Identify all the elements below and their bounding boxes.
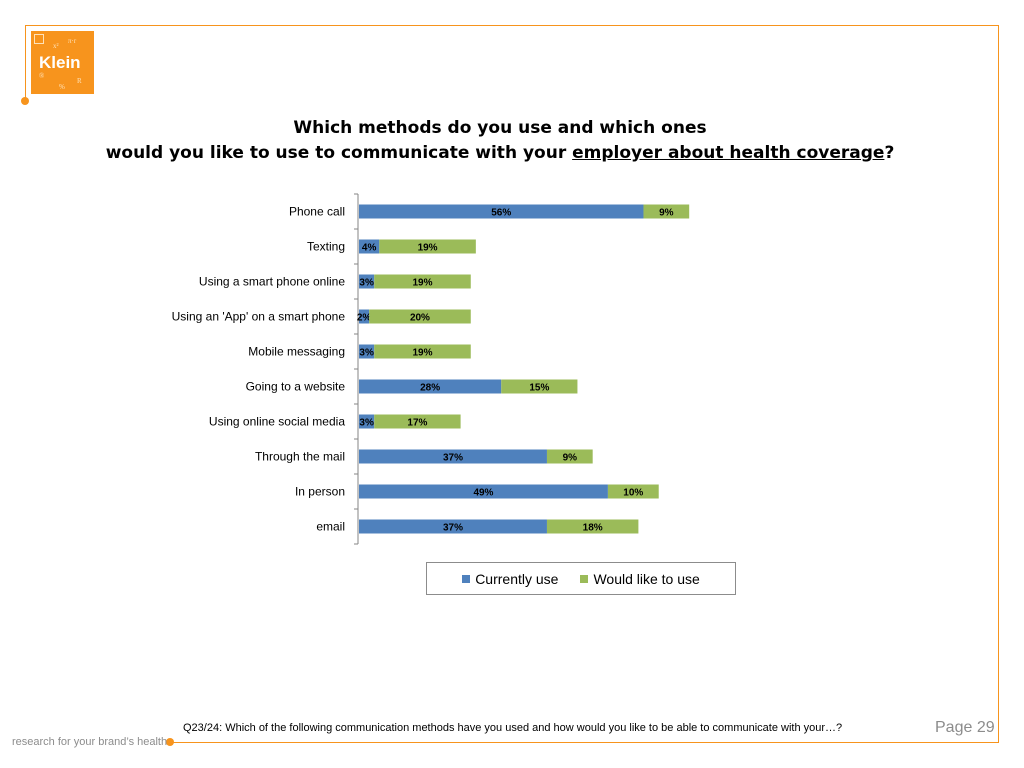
- data-label: 37%: [443, 453, 463, 464]
- data-label: 19%: [418, 243, 438, 254]
- data-label: 9%: [563, 453, 578, 464]
- frame-top-line: [25, 25, 999, 26]
- chart-title: Which methods do you use and which ones …: [100, 116, 900, 166]
- legend-item-current: Currently use: [462, 571, 558, 587]
- bar-would-like-to-use: [546, 519, 639, 534]
- data-label: 4%: [362, 243, 377, 254]
- bar-currently-use: [359, 414, 375, 429]
- data-label: 19%: [412, 348, 432, 359]
- logo-box-icon: [34, 34, 44, 44]
- data-label: 10%: [623, 488, 643, 499]
- bar-would-like-to-use: [607, 484, 659, 499]
- bar-currently-use: [359, 309, 370, 324]
- logo-glyph-icon: %: [59, 83, 65, 91]
- category-label: Going to a website: [246, 380, 346, 394]
- page-number: Page 29: [935, 719, 995, 736]
- legend-label-would-like: Would like to use: [593, 570, 700, 587]
- data-label: 15%: [529, 383, 549, 394]
- logo-wordmark: Klein: [39, 53, 81, 72]
- data-label: 9%: [659, 208, 674, 219]
- frame-right-line: [998, 25, 999, 743]
- bar-currently-use: [359, 449, 547, 464]
- data-label: 20%: [410, 313, 430, 324]
- data-label: 3%: [359, 348, 374, 359]
- bar-currently-use: [359, 344, 375, 359]
- bar-would-like-to-use: [643, 204, 690, 219]
- data-label: 49%: [473, 488, 493, 499]
- frame-bottom-line: [170, 742, 999, 743]
- legend-label-current: Currently use: [475, 570, 559, 587]
- chart-legend: Currently use Would like to use: [426, 562, 736, 595]
- title-line-2-emphasis: employer about health coverage: [572, 143, 885, 163]
- frame-dot-bottom-left: [166, 738, 174, 746]
- category-label: Mobile messaging: [248, 345, 345, 359]
- bar-currently-use: [359, 519, 547, 534]
- frame-dot-top-left: [21, 97, 29, 105]
- question-footnote: Q23/24: Which of the following communica…: [183, 722, 843, 734]
- logo-glyph-icon: ®: [39, 72, 45, 80]
- title-line-2-suffix: ?: [884, 143, 895, 163]
- title-line-1: Which methods do you use and which ones: [293, 118, 707, 138]
- data-label: 2%: [357, 313, 372, 324]
- data-label: 56%: [491, 208, 511, 219]
- bar-currently-use: [359, 274, 375, 289]
- frame-left-line: [25, 25, 26, 101]
- klein-logo: x² π·r ® R % Klein: [31, 31, 94, 94]
- bar-would-like-to-use: [374, 274, 471, 289]
- data-label: 17%: [407, 418, 427, 429]
- bar-currently-use: [359, 379, 502, 394]
- data-label: 37%: [443, 523, 463, 534]
- category-label: email: [316, 520, 345, 534]
- data-label: 18%: [583, 523, 603, 534]
- logo-glyph-icon: x²: [53, 42, 59, 50]
- category-label: Using online social media: [209, 415, 345, 429]
- bar-would-like-to-use: [379, 239, 476, 254]
- category-label: Using a smart phone online: [199, 275, 345, 289]
- title-line-2-prefix: would you like to use to communicate wit…: [105, 143, 573, 163]
- data-label: 28%: [420, 383, 440, 394]
- legend-swatch-would-like: [580, 574, 589, 583]
- bar-currently-use: [359, 484, 608, 499]
- bar-would-like-to-use: [374, 344, 471, 359]
- data-label: 3%: [359, 278, 374, 289]
- title-line-2: would you like to use to communicate wit…: [100, 141, 900, 166]
- data-label: 3%: [359, 418, 374, 429]
- bar-would-like-to-use: [546, 449, 593, 464]
- bar-currently-use: [359, 239, 380, 254]
- category-label: Texting: [307, 240, 345, 254]
- legend-item-would-like: Would like to use: [580, 570, 700, 587]
- brand-tagline: research for your brand’s health: [12, 736, 168, 748]
- bar-currently-use: [359, 204, 644, 219]
- logo-glyph-icon: π·r: [68, 37, 77, 45]
- category-label: Using an 'App' on a smart phone: [172, 310, 346, 324]
- category-label: In person: [295, 485, 345, 499]
- bar-would-like-to-use: [374, 414, 461, 429]
- logo-glyph-icon: R: [77, 77, 82, 85]
- data-label: 19%: [412, 278, 432, 289]
- legend-swatch-current: [462, 574, 471, 583]
- bar-would-like-to-use: [501, 379, 578, 394]
- category-label: Through the mail: [255, 450, 345, 464]
- category-label: Phone call: [289, 205, 345, 219]
- bar-would-like-to-use: [369, 309, 471, 324]
